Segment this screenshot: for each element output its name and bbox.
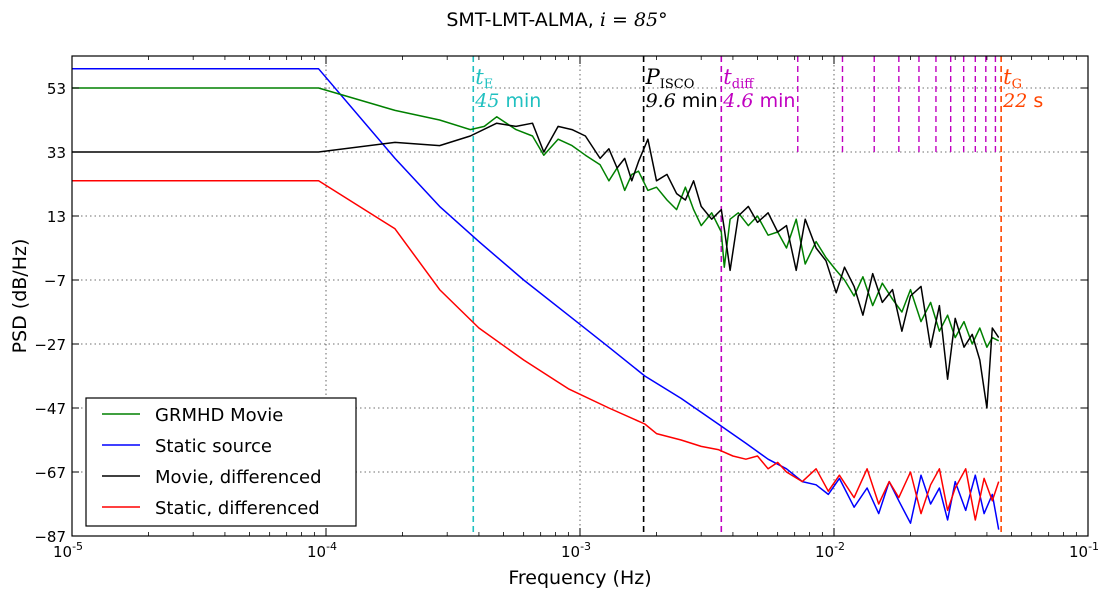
x-tick-label: 10-3 [561, 540, 591, 561]
y-tick-label: 13 [47, 208, 66, 226]
title-math: i = 85° [600, 9, 668, 31]
legend-label-movie-differenced: Movie, differenced [155, 467, 322, 488]
annotation-symbol-t-e: tE [475, 65, 493, 92]
y-tick-label: −27 [34, 336, 66, 354]
annotation-lines [472, 56, 1002, 536]
annotation-symbol-t-g: tG [1003, 65, 1022, 92]
legend-label-static-source: Static source [155, 436, 272, 457]
y-tick-label: −67 [34, 464, 66, 482]
y-tick-label: −7 [44, 272, 66, 290]
legend: GRMHD Movie Static source Movie, differe… [85, 397, 357, 527]
y-tick-label: −87 [34, 528, 66, 546]
x-tick-label: 10-4 [307, 540, 337, 561]
series-line-movie-differenced [72, 122, 1000, 409]
legend-label-grmhd-movie: GRMHD Movie [155, 405, 283, 426]
legend-item-grmhd-movie: GRMHD Movie [102, 405, 283, 426]
y-axis-label: PSD (dB/Hz) [9, 239, 31, 354]
annotation-value-t-diff: 4.6 min [722, 90, 795, 112]
series-line-static-differenced [72, 180, 1000, 521]
series-line-grmhd-movie [72, 87, 1000, 348]
y-tick-label: 33 [47, 144, 66, 162]
legend-box [85, 397, 357, 527]
y-axis-ticks: 53 33 13 −7 −27 −47 −67 −87 [34, 80, 1088, 546]
annotation-value-t-g: 22 s [1002, 90, 1043, 112]
annotation-symbol-t-diff: tdiff [723, 65, 755, 92]
legend-item-movie-differenced: Movie, differenced [102, 467, 322, 488]
legend-label-static-differenced: Static, differenced [155, 498, 320, 519]
x-axis-label: Frequency (Hz) [508, 567, 651, 589]
chart-title: SMT-LMT-ALMA, i = 85° [446, 9, 667, 31]
plot-area [72, 68, 1000, 530]
x-axis-ticks: 10-5 10-4 10-3 10-2 10-1 [53, 56, 1099, 561]
x-tick-label: 10-2 [815, 540, 845, 561]
x-tick-label: 10-1 [1069, 540, 1099, 561]
annotation-symbol-p-isco: PISCO [645, 65, 695, 92]
legend-item-static-differenced: Static, differenced [102, 498, 320, 519]
y-tick-label: 53 [47, 80, 66, 98]
x-tick-label: 10-5 [53, 540, 83, 561]
y-tick-label: −47 [34, 400, 66, 418]
legend-item-static-source: Static source [102, 436, 272, 457]
annotation-value-p-isco: 9.6 min [646, 90, 718, 112]
annotation-value-t-e: 45 min [474, 90, 541, 112]
